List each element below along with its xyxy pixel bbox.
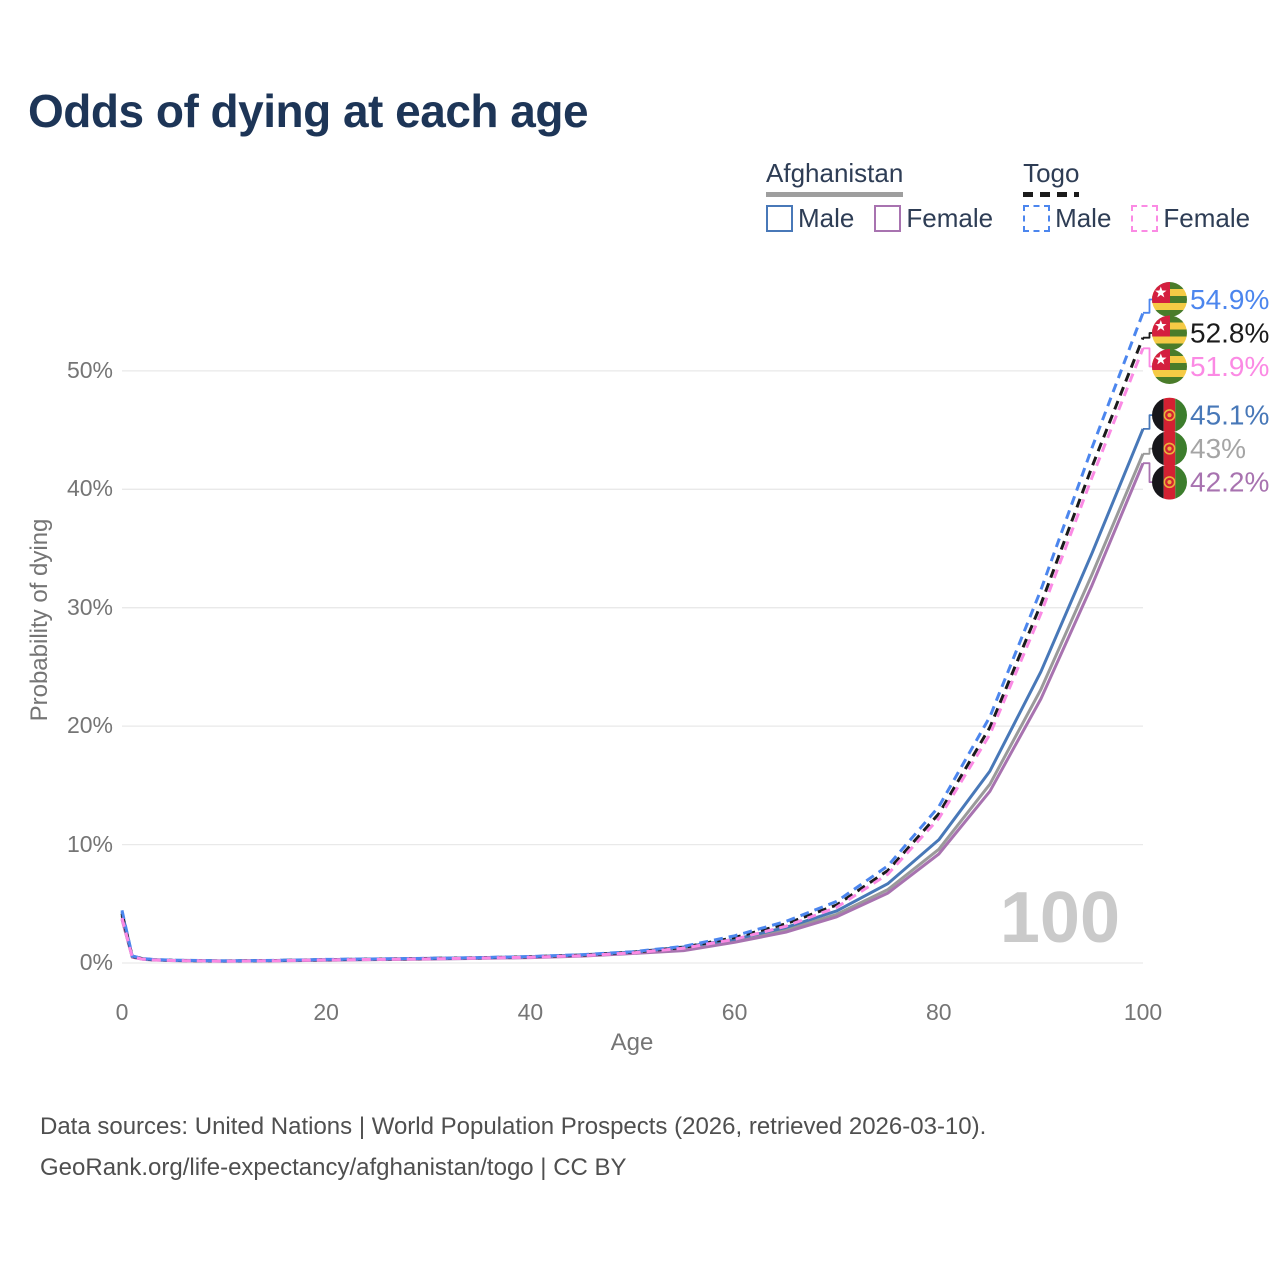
x-axis-ticks: 0 20 40 60 80 100: [116, 999, 1163, 1025]
legend-item-afghanistan-female[interactable]: Female: [874, 203, 993, 234]
flag-icon-afghanistan: [1152, 397, 1187, 433]
gridlines: [122, 370, 1143, 964]
legend-country-afghanistan-label: Afghanistan: [766, 158, 904, 188]
legend-group-afghanistan: Afghanistan Male Female: [766, 158, 993, 234]
afghanistan-female-swatch: [874, 205, 902, 232]
legend-item-togo-female[interactable]: Female: [1131, 203, 1250, 234]
y-tick-50: 50%: [67, 357, 113, 383]
togo-total-line-swatch: [1023, 192, 1080, 197]
y-tick-0: 0%: [80, 949, 113, 975]
footer-attribution-url: GeoRank.org/life-expectancy/afghanistan/…: [40, 1154, 627, 1181]
flag-icon-afghanistan: [1152, 431, 1187, 467]
series-line-afghanistan-male[interactable]: [120, 428, 1145, 963]
legend-item-afghanistan-female-label: Female: [906, 203, 994, 233]
end-connector-togo-male: [1143, 298, 1152, 314]
legend-item-afghanistan-male-label: Male: [798, 203, 855, 233]
page-title: Odds of dying at each age: [28, 85, 589, 137]
legend-country-togo[interactable]: Togo: [1023, 158, 1080, 197]
age-watermark: 100: [1000, 878, 1120, 958]
x-tick-80: 80: [926, 999, 952, 1025]
series-line-afghanistan-female[interactable]: [120, 462, 1145, 963]
footer: Data sources: United Nations | World Pop…: [40, 1106, 986, 1188]
y-axis-title: Probability of dying: [26, 519, 53, 722]
series-line-togo-both[interactable]: [120, 337, 1145, 963]
end-value-label-togo-female: 51.9%: [1190, 351, 1269, 382]
legend-group-togo: Togo Male Female: [1023, 158, 1250, 234]
end-connector-afghanistan-both: [1143, 447, 1152, 455]
series-line-afghanistan-both[interactable]: [120, 453, 1145, 963]
end-connector-togo-female: [1143, 347, 1152, 368]
y-tick-30: 30%: [67, 594, 113, 620]
x-tick-100: 100: [1124, 999, 1162, 1025]
afghanistan-total-line-swatch: [766, 192, 904, 197]
legend-item-togo-male-label: Male: [1055, 203, 1112, 233]
flag-icon-togo: [1152, 282, 1187, 317]
x-tick-40: 40: [518, 999, 544, 1025]
flag-icon-togo: [1152, 349, 1187, 384]
legend-item-togo-female-label: Female: [1163, 203, 1251, 233]
x-tick-20: 20: [313, 999, 339, 1025]
flag-icon-afghanistan: [1152, 464, 1187, 500]
x-axis-title: Age: [611, 1029, 654, 1056]
end-connector-afghanistan-female: [1143, 462, 1152, 483]
legend-country-togo-label: Togo: [1023, 158, 1080, 188]
end-connector-afghanistan-male: [1143, 414, 1152, 430]
x-tick-0: 0: [116, 999, 129, 1025]
flag-icon-togo: [1152, 315, 1187, 351]
togo-male-swatch: [1023, 205, 1051, 232]
y-axis-ticks: 0% 10% 20% 30% 40% 50%: [67, 357, 113, 975]
series-line-togo-female[interactable]: [120, 347, 1145, 963]
legend-item-afghanistan-male[interactable]: Male: [766, 203, 854, 234]
end-value-label-afghanistan-male: 45.1%: [1190, 400, 1269, 431]
legend-item-togo-male[interactable]: Male: [1023, 203, 1111, 234]
footer-data-sources: Data sources: United Nations | World Pop…: [40, 1113, 987, 1140]
x-tick-60: 60: [722, 999, 748, 1025]
y-tick-20: 20%: [67, 712, 113, 738]
y-tick-10: 10%: [67, 831, 113, 857]
end-value-label-afghanistan-both: 43%: [1190, 433, 1246, 464]
end-value-label-afghanistan-female: 42.2%: [1190, 467, 1269, 498]
legend: Afghanistan Male Female Togo: [766, 158, 1250, 234]
togo-female-swatch: [1131, 205, 1159, 232]
end-connector-togo-both: [1143, 332, 1152, 339]
series-line-togo-male[interactable]: [120, 312, 1145, 963]
y-tick-40: 40%: [67, 475, 113, 501]
legend-country-afghanistan[interactable]: Afghanistan: [766, 158, 904, 197]
end-value-label-togo-both: 52.8%: [1190, 318, 1269, 349]
afghanistan-male-swatch: [766, 205, 793, 232]
end-value-label-togo-male: 54.9%: [1190, 284, 1269, 315]
